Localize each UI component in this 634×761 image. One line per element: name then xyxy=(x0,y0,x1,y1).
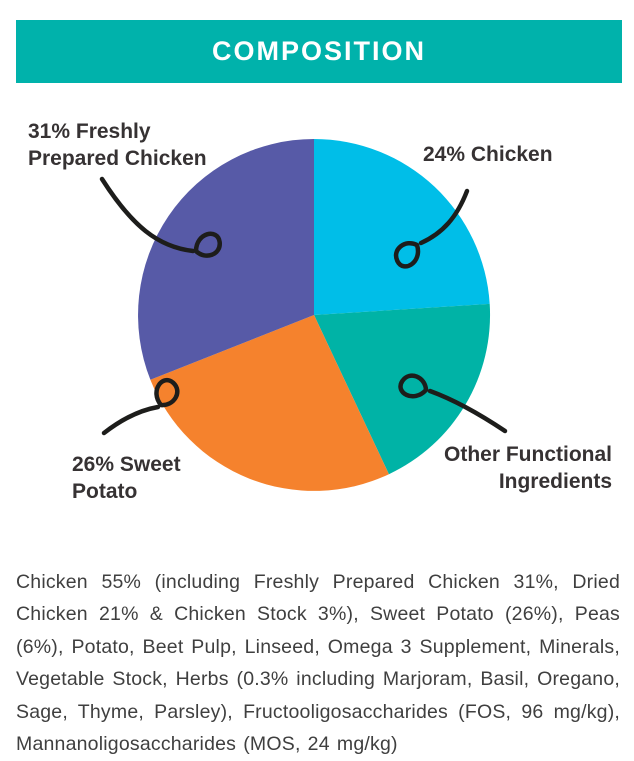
arrow-to-freshly-prepared-chicken-slice xyxy=(99,176,222,258)
callout-label-freshly-prepared-chicken: 31% Freshly Prepared Chicken xyxy=(28,120,207,170)
header-banner: COMPOSITION xyxy=(16,20,622,83)
pie-slice-sweet-potato xyxy=(150,315,389,491)
callout-label-other-functional-ingredients: Other Functional Ingredients xyxy=(444,443,612,493)
arrow-to-chicken-slice xyxy=(393,188,470,269)
arrow-to-other-functional-ingredients-slice xyxy=(398,373,508,434)
callout-label-sweet-potato: 26% Sweet Potato xyxy=(72,453,181,503)
pie-slice-chicken xyxy=(314,139,490,315)
composition-infographic: { "header": { "title": "COMPOSITION", "b… xyxy=(16,20,622,755)
composition-ingredients-text: Chicken 55% (including Freshly Prepared … xyxy=(16,570,620,756)
arrow-to-sweet-potato-slice xyxy=(101,378,180,436)
pie-chart xyxy=(99,139,508,491)
pie-slice-freshly-prepared-chicken xyxy=(138,139,314,380)
callout-label-chicken: 24% Chicken xyxy=(423,143,553,166)
page-title: COMPOSITION xyxy=(211,36,426,66)
